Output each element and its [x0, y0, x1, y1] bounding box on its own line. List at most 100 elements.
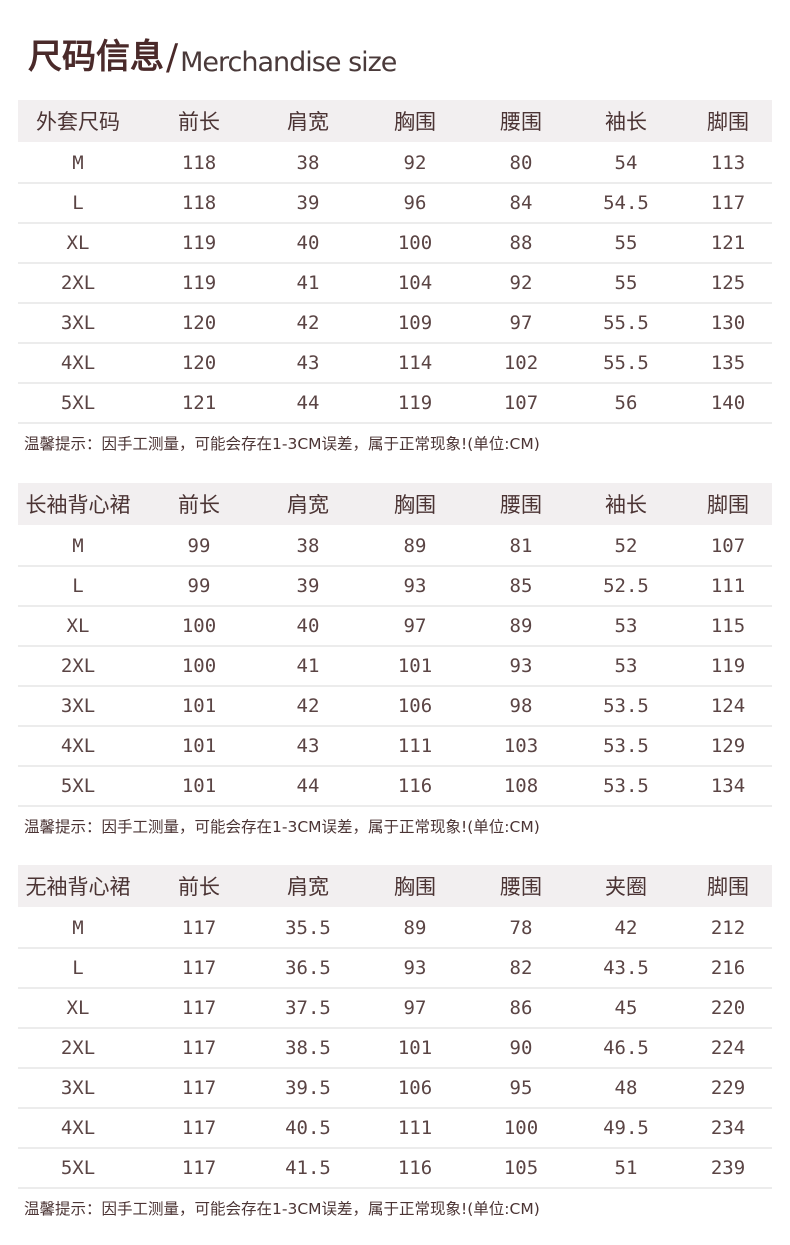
table-cell: 100	[181, 655, 217, 677]
page-title: 尺码信息 / Merchandise size	[28, 28, 397, 78]
header-cell: 胸围	[394, 493, 436, 517]
table-cell: 116	[397, 1157, 433, 1179]
table-header: 无袖背心裙 前长 肩宽 胸围 腰围 夹圈 脚围	[18, 865, 772, 907]
table-cell: 121	[181, 392, 217, 414]
header-cell: 腰围	[500, 110, 542, 134]
table-row: 5XL 101 44 116 108 53.5 134	[18, 767, 772, 807]
header-cell: 胸围	[394, 110, 436, 134]
table-cell: 3XL	[60, 312, 96, 334]
table-cell: 43	[296, 352, 320, 374]
table-cell: 92	[509, 272, 533, 294]
table-cell: 101	[181, 775, 217, 797]
table-cell: 216	[710, 957, 746, 979]
table-cell: M	[72, 152, 84, 174]
table-cell: 53.5	[603, 735, 649, 757]
table-cell: 117	[181, 917, 217, 939]
header-cell: 前长	[178, 875, 220, 899]
header-cell: 肩宽	[287, 493, 329, 517]
table-cell: 98	[509, 695, 533, 717]
table-row: L 118 39 96 84 54.5 117	[18, 184, 772, 224]
table-cell: 4XL	[60, 1117, 96, 1139]
table-cell: 53	[614, 615, 638, 637]
header-cell: 脚围	[707, 110, 749, 134]
table-cell: 96	[403, 192, 427, 214]
table-row: M 99 38 89 81 52 107	[18, 527, 772, 567]
table-cell: 111	[397, 1117, 433, 1139]
header-cell: 袖长	[605, 110, 647, 134]
table-cell: 102	[503, 352, 539, 374]
table-cell: 106	[397, 1077, 433, 1099]
table-row: 2XL 117 38.5 101 90 46.5 224	[18, 1029, 772, 1069]
table-cell: 111	[710, 575, 746, 597]
header-cell: 肩宽	[287, 110, 329, 134]
table-cell: 117	[181, 1077, 217, 1099]
table-cell: 84	[509, 192, 533, 214]
table-cell: 43	[296, 735, 320, 757]
table-cell: 107	[710, 535, 746, 557]
table-cell: L	[72, 957, 84, 979]
table-cell: 115	[710, 615, 746, 637]
table-cell: 3XL	[60, 1077, 96, 1099]
table-cell: 101	[181, 735, 217, 757]
header-cell: 脚围	[707, 875, 749, 899]
table-cell: 55	[614, 232, 638, 254]
table-row: 3XL 120 42 109 97 55.5 130	[18, 304, 772, 344]
table-cell: 85	[509, 575, 533, 597]
table-cell: 54.5	[603, 192, 649, 214]
table-cell: 116	[397, 775, 433, 797]
table-cell: 99	[187, 575, 211, 597]
table-cell: 105	[503, 1157, 539, 1179]
header-cell: 脚围	[707, 493, 749, 517]
table-cell: 109	[397, 312, 433, 334]
table-cell: 53	[614, 655, 638, 677]
table-cell: 101	[181, 695, 217, 717]
table-cell: 40	[296, 615, 320, 637]
table-cell: 220	[710, 997, 746, 1019]
table-cell: 56	[614, 392, 638, 414]
table-cell: 140	[710, 392, 746, 414]
size-table-long-sleeve-dress: 长袖背心裙 前长 肩宽 胸围 腰围 袖长 脚围 M 99 38 89 81 52 107 L 99 39 93 85…	[18, 483, 772, 837]
table-cell: 43.5	[603, 957, 649, 979]
table-cell: 113	[710, 152, 746, 174]
table-cell: 89	[403, 917, 427, 939]
title-slash: /	[166, 37, 179, 78]
table-row: XL 119 40 100 88 55 121	[18, 224, 772, 264]
table-cell: 119	[181, 272, 217, 294]
table-cell: 41	[296, 655, 320, 677]
table-cell: 117	[181, 957, 217, 979]
table-cell: 117	[181, 997, 217, 1019]
table-cell: 2XL	[60, 1037, 96, 1059]
table-cell: 119	[710, 655, 746, 677]
table-cell: 93	[403, 575, 427, 597]
header-cell: 肩宽	[287, 875, 329, 899]
table-cell: 106	[397, 695, 433, 717]
table-cell: 100	[503, 1117, 539, 1139]
table-cell: 42	[614, 917, 638, 939]
table-cell: 117	[181, 1037, 217, 1059]
table-row: 5XL 121 44 119 107 56 140	[18, 384, 772, 424]
table-row: 3XL 117 39.5 106 95 48 229	[18, 1069, 772, 1109]
table-cell: 53.5	[603, 775, 649, 797]
table-cell: 224	[710, 1037, 746, 1059]
table-cell: XL	[66, 232, 90, 254]
table-cell: 89	[403, 535, 427, 557]
table-cell: 100	[181, 615, 217, 637]
table-row: XL 117 37.5 97 86 45 220	[18, 989, 772, 1029]
table-cell: 118	[181, 152, 217, 174]
table-header: 长袖背心裙 前长 肩宽 胸围 腰围 袖长 脚围	[18, 483, 772, 525]
table-cell: 3XL	[60, 695, 96, 717]
header-cell: 前长	[178, 110, 220, 134]
table-cell: 41.5	[285, 1157, 331, 1179]
table-cell: M	[72, 917, 84, 939]
header-cell: 袖长	[605, 493, 647, 517]
table-cell: M	[72, 535, 84, 557]
measurement-note: 温馨提示：因手工测量，可能会存在1-3CM误差，属于正常现象!(单位:CM)	[24, 1200, 540, 1218]
table-cell: 54	[614, 152, 638, 174]
table-cell: 117	[181, 1157, 217, 1179]
table-cell: XL	[66, 615, 90, 637]
table-cell: 39	[296, 575, 320, 597]
table-cell: 124	[710, 695, 746, 717]
table-cell: 2XL	[60, 655, 96, 677]
table-cell: 35.5	[285, 917, 331, 939]
table-cell: 212	[710, 917, 746, 939]
